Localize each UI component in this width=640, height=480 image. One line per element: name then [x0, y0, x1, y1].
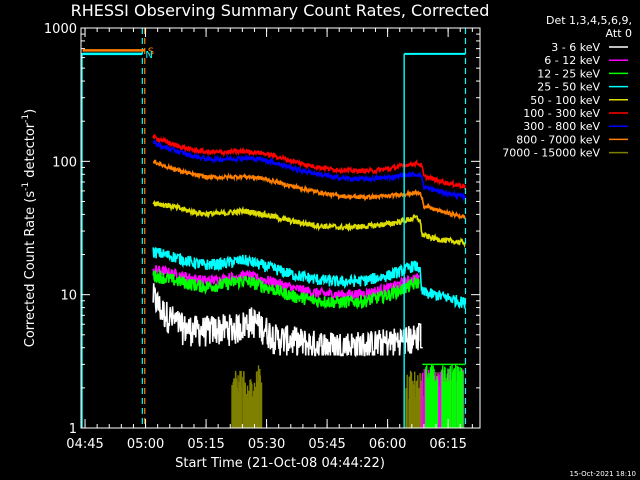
flag-label: N: [145, 50, 152, 61]
legend-label: 300 - 800 keV: [523, 120, 600, 133]
x-tick-label: 05:30: [248, 437, 285, 452]
series-line: [152, 283, 420, 358]
y-axis-label: Corrected Count Rate (s-1 detector-1): [21, 109, 38, 347]
legend-header: Att 0: [606, 27, 632, 40]
y-tick-label: 100: [52, 155, 77, 170]
flag-lines-layer: SN: [81, 28, 467, 428]
series-line: [152, 133, 466, 191]
y-tick-label: 1000: [44, 22, 77, 37]
series-line: [417, 323, 423, 349]
series-line: [152, 139, 466, 202]
y-axis-label-part: ): [23, 109, 38, 114]
legend-label: 3 - 6 keV: [551, 41, 600, 54]
footer-date: 15-Oct-2021 18:10: [570, 470, 636, 478]
series-line: [152, 268, 420, 310]
x-tick-label: 06:15: [429, 437, 466, 452]
y-tick-label: 1: [69, 422, 77, 437]
y-axis-label-part: Corrected Count Rate (s: [23, 191, 38, 348]
legend-label: 100 - 300 keV: [523, 107, 600, 120]
series-line: [152, 199, 466, 249]
legend-header: Det 1,3,4,5,6,9,: [546, 14, 632, 27]
legend-label: 50 - 100 keV: [530, 94, 600, 107]
legend-label: 25 - 50 keV: [537, 81, 600, 94]
data-layer: [152, 133, 466, 428]
legend-label: 7000 - 15000 keV: [502, 147, 600, 160]
x-tick-label: 05:15: [187, 437, 224, 452]
x-axis-label: Start Time (21-Oct-08 04:44:22): [175, 456, 385, 471]
x-axis: 04:45 05:00 05:15 05:30 05:45 06:00 06:15: [66, 28, 473, 452]
legend-label: 12 - 25 keV: [537, 67, 600, 80]
x-tick-label: 04:45: [66, 437, 103, 452]
series-line: [152, 264, 420, 301]
legend-label: 800 - 7000 keV: [516, 133, 600, 146]
y-axis-label-part: detector: [23, 122, 38, 182]
flag-label: S: [148, 46, 154, 57]
x-tick-label: 05:45: [308, 437, 345, 452]
chart-title: RHESSI Observing Summary Count Rates, Co…: [71, 1, 490, 20]
series-line: [152, 247, 466, 310]
y-tick-label: 10: [60, 289, 77, 304]
series-line: [152, 159, 466, 221]
y-axis: 1 10 100 1000: [44, 22, 480, 437]
y-axis-label-sup: -1: [21, 114, 31, 123]
x-tick-label: 06:00: [369, 437, 406, 452]
y-axis-label-sup: -1: [21, 182, 31, 191]
x-tick-label: 05:00: [127, 437, 164, 452]
legend-label: 6 - 12 keV: [544, 54, 600, 67]
plot-frame: [80, 27, 481, 429]
